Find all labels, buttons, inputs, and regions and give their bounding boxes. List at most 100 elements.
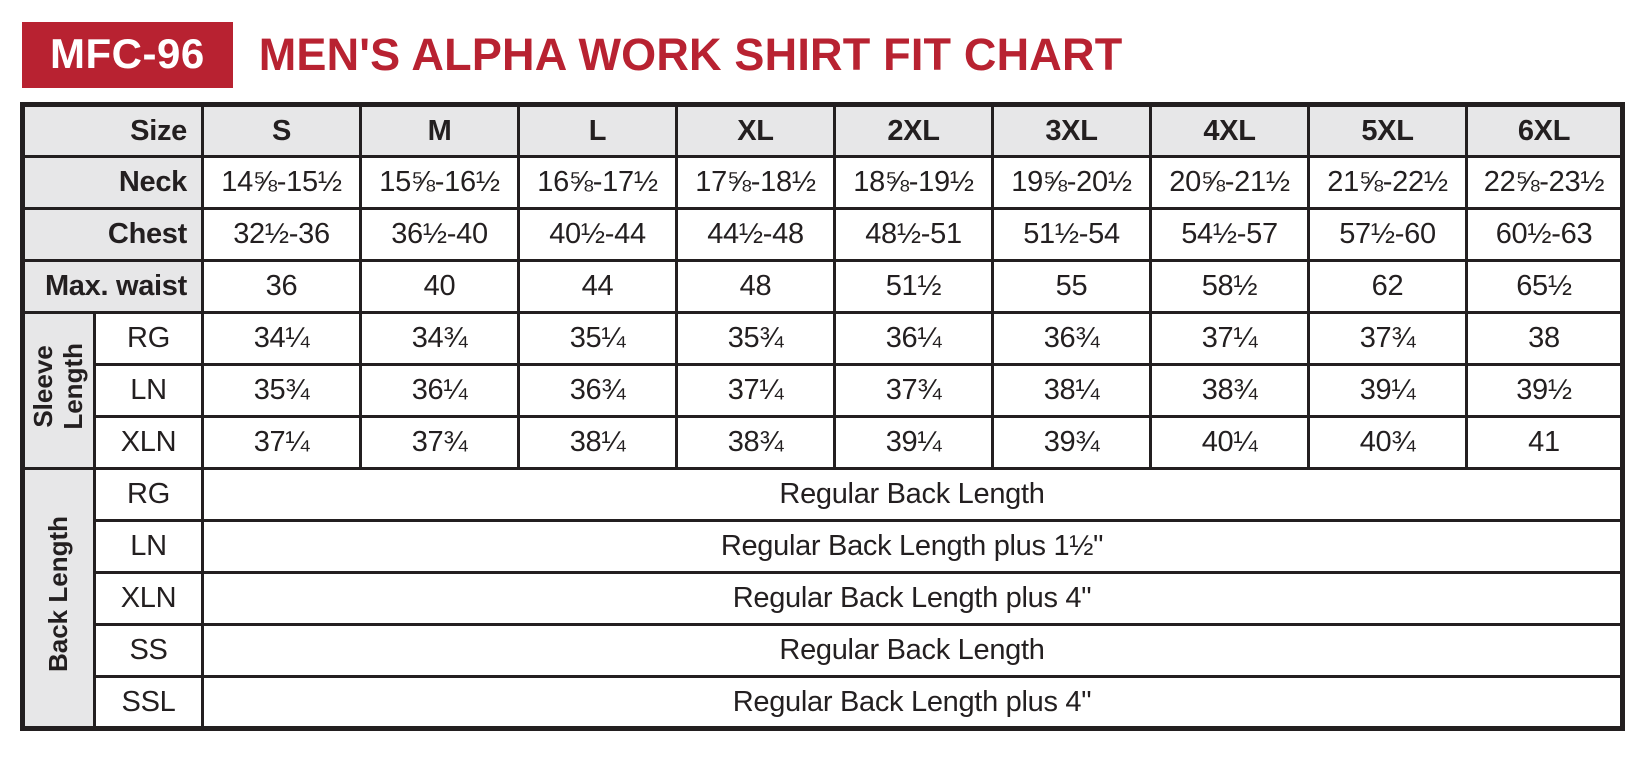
back-ln-value-cell: Regular Back Length plus 1½" [201, 519, 1624, 574]
sleeve-rg-value-cell: 37¾ [1307, 311, 1468, 366]
sleeve-xln-value-cell: 39¾ [991, 415, 1152, 470]
sleeve-ln-label: LN [93, 363, 204, 418]
back-xln-label: XLN [93, 571, 204, 626]
sleeve-xln-label: XLN [93, 415, 204, 470]
sleeve-rg-value-cell: 35¾ [675, 311, 836, 366]
neck-value-cell: 17⅝-18½ [675, 155, 836, 210]
max-waist-value-cell: 48 [675, 259, 836, 314]
max-waist-value-cell: 62 [1307, 259, 1468, 314]
max-waist-value-cell: 40 [359, 259, 520, 314]
chest-row: Chest 32½-36 36½-40 40½-44 44½-48 48½-51… [21, 207, 1624, 262]
sleeve-rg-value-cell: 34¾ [359, 311, 520, 366]
sleeve-length-group-label: Sleeve Length [28, 343, 88, 430]
neck-value-cell: 18⅝-19½ [833, 155, 994, 210]
neck-row-label: Neck [21, 155, 204, 210]
sleeve-ln-value-cell: 37¼ [675, 363, 836, 418]
back-ss-label: SS [93, 623, 204, 678]
sleeve-xln-row: XLN 37¼ 37¾ 38¼ 38¾ 39¼ 39¾ 40¼ 40¾ 41 [23, 415, 1624, 470]
sleeve-xln-value-cell: 37¾ [359, 415, 520, 470]
neck-value-cell: 22⅝-23½ [1465, 155, 1624, 210]
back-ln-row: LN Regular Back Length plus 1½" [23, 519, 1624, 574]
sleeve-ln-value-cell: 36¼ [359, 363, 520, 418]
size-header-cell: XL [675, 103, 836, 158]
back-rg-value-cell: Regular Back Length [201, 467, 1624, 522]
chest-value-cell: 60½-63 [1465, 207, 1624, 262]
size-corner-label: Size [21, 103, 204, 158]
chest-value-cell: 36½-40 [359, 207, 520, 262]
back-length-group-label: Back Length [43, 515, 74, 673]
back-xln-row: XLN Regular Back Length plus 4" [23, 571, 1624, 626]
size-header-cell: 3XL [991, 103, 1152, 158]
back-ln-label: LN [93, 519, 204, 574]
chest-row-label: Chest [21, 207, 204, 262]
neck-value-cell: 20⅝-21½ [1149, 155, 1310, 210]
max-waist-value-cell: 44 [517, 259, 678, 314]
neck-value-cell: 19⅝-20½ [991, 155, 1152, 210]
sleeve-rg-value-cell: 37¼ [1149, 311, 1310, 366]
header: MFC-96 MEN'S ALPHA WORK SHIRT FIT CHART [0, 0, 1643, 96]
size-header-cell: 4XL [1149, 103, 1310, 158]
sleeve-ln-value-cell: 39½ [1465, 363, 1624, 418]
sleeve-ln-value-cell: 38¾ [1149, 363, 1310, 418]
max-waist-value-cell: 51½ [833, 259, 994, 314]
page-title: MEN'S ALPHA WORK SHIRT FIT CHART [258, 29, 1123, 80]
back-ss-row: SS Regular Back Length [23, 623, 1624, 678]
chest-value-cell: 48½-51 [833, 207, 994, 262]
sleeve-rg-value-cell: 34¼ [201, 311, 362, 366]
size-header-cell: 2XL [833, 103, 994, 158]
back-length-group-cell: Back Length [21, 467, 96, 730]
back-xln-value-cell: Regular Back Length plus 4" [201, 571, 1624, 626]
sleeve-xln-value-cell: 38¼ [517, 415, 678, 470]
sleeve-rg-row: Sleeve Length RG 34¼ 34¾ 35¼ 35¾ 36¼ 36¾… [21, 311, 1624, 470]
sleeve-xln-value-cell: 37¼ [201, 415, 362, 470]
sleeve-xln-value-cell: 39¼ [833, 415, 994, 470]
sleeve-ln-value-cell: 39¼ [1307, 363, 1468, 418]
chest-value-cell: 40½-44 [517, 207, 678, 262]
neck-value-cell: 15⅝-16½ [359, 155, 520, 210]
sleeve-xln-value-cell: 41 [1465, 415, 1624, 470]
max-waist-row: Max. waist 36 40 44 48 51½ 55 58½ 62 65½ [21, 259, 1624, 314]
chest-value-cell: 54½-57 [1149, 207, 1310, 262]
size-header-cell: S [201, 103, 362, 158]
header-row: Size S M L XL 2XL 3XL 4XL 5XL 6XL [21, 103, 1624, 158]
size-header-cell: 6XL [1465, 103, 1624, 158]
neck-value-cell: 21⅝-22½ [1307, 155, 1468, 210]
sleeve-xln-value-cell: 40¾ [1307, 415, 1468, 470]
chest-value-cell: 51½-54 [991, 207, 1152, 262]
back-ss-value-cell: Regular Back Length [201, 623, 1624, 678]
chest-value-cell: 57½-60 [1307, 207, 1468, 262]
neck-value-cell: 14⅝-15½ [201, 155, 362, 210]
max-waist-value-cell: 55 [991, 259, 1152, 314]
back-rg-row: Back Length RG Regular Back Length [21, 467, 1624, 730]
neck-row: Neck 14⅝-15½ 15⅝-16½ 16⅝-17½ 17⅝-18½ 18⅝… [21, 155, 1624, 210]
size-header-cell: M [359, 103, 520, 158]
chest-value-cell: 44½-48 [675, 207, 836, 262]
size-header-cell: 5XL [1307, 103, 1468, 158]
sleeve-ln-value-cell: 35¾ [201, 363, 362, 418]
back-ssl-row: SSL Regular Back Length plus 4" [23, 675, 1624, 730]
sleeve-ln-value-cell: 38¼ [991, 363, 1152, 418]
sleeve-ln-value-cell: 36¾ [517, 363, 678, 418]
back-ssl-value-cell: Regular Back Length plus 4" [201, 675, 1624, 730]
sleeve-rg-value-cell: 36¼ [833, 311, 994, 366]
sleeve-rg-value-cell: 38 [1465, 311, 1624, 366]
max-waist-row-label: Max. waist [21, 259, 204, 314]
fit-chart-table: Size S M L XL 2XL 3XL 4XL 5XL 6XL Neck 1… [20, 102, 1625, 731]
max-waist-value-cell: 65½ [1465, 259, 1624, 314]
max-waist-value-cell: 36 [201, 259, 362, 314]
sleeve-rg-value-cell: 36¾ [991, 311, 1152, 366]
neck-value-cell: 16⅝-17½ [517, 155, 678, 210]
size-header-cell: L [517, 103, 678, 158]
sleeve-xln-value-cell: 40¼ [1149, 415, 1310, 470]
sleeve-length-group-cell: Sleeve Length [21, 311, 96, 470]
chest-value-cell: 32½-36 [201, 207, 362, 262]
product-code: MFC-96 [50, 30, 205, 77]
max-waist-value-cell: 58½ [1149, 259, 1310, 314]
back-ssl-label: SSL [93, 675, 204, 730]
product-code-badge: MFC-96 [22, 22, 233, 88]
sleeve-xln-value-cell: 38¾ [675, 415, 836, 470]
back-rg-label: RG [93, 467, 204, 522]
sleeve-ln-value-cell: 37¾ [833, 363, 994, 418]
sleeve-ln-row: LN 35¾ 36¼ 36¾ 37¼ 37¾ 38¼ 38¾ 39¼ 39½ [23, 363, 1624, 418]
